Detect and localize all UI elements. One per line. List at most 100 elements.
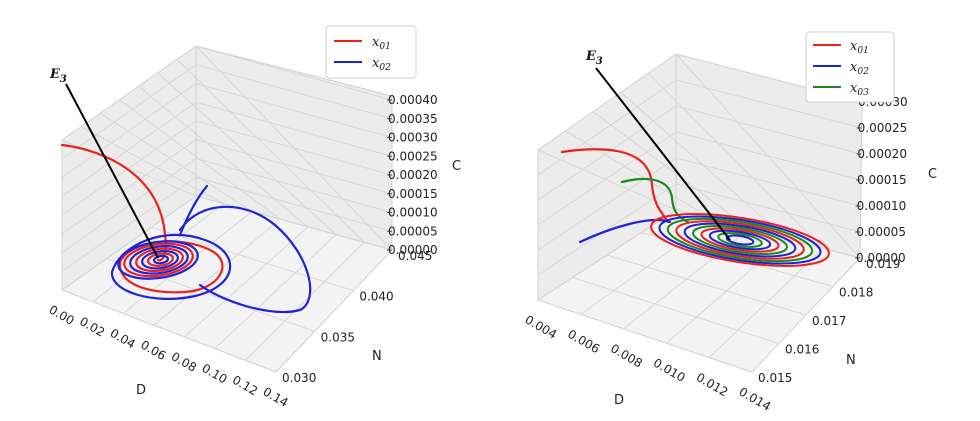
left-x-tick-1: 0.02: [77, 314, 107, 339]
left-z-tick-5: 0.00025: [388, 149, 438, 163]
right-grid-xv-1: [565, 130, 714, 221]
right-orbit-ring-2: [666, 217, 814, 263]
right-grid-y-1: [572, 277, 780, 344]
left-spiral-ring-3: [135, 247, 184, 273]
right-x01-curve: [560, 148, 670, 224]
left-y-tick-1: 0.035: [321, 330, 355, 344]
right-z-tick-3: 0.00015: [857, 173, 907, 187]
right-z-tick-4: 0.00020: [857, 147, 907, 161]
right-legend-x02: x02: [850, 60, 869, 77]
right-grid-z-5: [537, 79, 862, 176]
right-legend-x03: x03: [850, 81, 869, 98]
left-z-tick-0: 0.00000: [388, 243, 438, 257]
left-grid-z-1: [61, 176, 393, 272]
right-orbit-ring-8: [717, 232, 763, 248]
right-x-tick-0: 0.004: [523, 312, 560, 341]
left-grid-y-3: [195, 195, 393, 251]
right-x03-curve: [620, 177, 690, 224]
left-y-label: N: [372, 349, 382, 364]
left-x02-orbit-b: [178, 205, 312, 314]
left-spiral-ring-1: [123, 242, 194, 278]
left-z-tick-4: 0.00020: [388, 168, 438, 182]
left-grid-z-3: [61, 139, 393, 235]
left-grid-x-6: [245, 241, 365, 361]
left-y-tick-3: 0.045: [398, 249, 432, 263]
left-grid-xv-5: [157, 72, 337, 235]
right-y-tick-1: 0.016: [785, 343, 819, 357]
left-z-tick-8: 0.00040: [388, 93, 438, 107]
right-x-tick-3: 0.010: [651, 356, 688, 385]
right-y-label: N: [846, 353, 856, 368]
left-grid-xv-1: [80, 126, 225, 205]
left-z-tick-2: 0.00010: [388, 206, 438, 220]
left-grid-x-5: [214, 234, 337, 349]
left-grid-z-6: [61, 82, 393, 178]
right-legend-x01: x01: [850, 39, 869, 56]
right-grid-xv-4: [648, 72, 824, 249]
right-y-tick-2: 0.017: [812, 314, 846, 328]
left-z-tick-7: 0.00035: [388, 112, 438, 126]
left-x-label: D: [136, 383, 146, 398]
right-x-tick-5: 0.014: [737, 384, 774, 413]
left-legend-x02: x02: [372, 56, 391, 73]
right-orbit-ring-7: [708, 229, 772, 251]
right-y-tick-3: 0.018: [839, 286, 873, 300]
left-y-tick-0: 0.030: [282, 371, 316, 385]
chart-left: E3 0.00000 0.00005 0.00010 0.00015 0.00020 0.…: [47, 25, 461, 410]
left-grid-z-4: [61, 120, 393, 216]
right-y-tick-4: 0.019: [866, 257, 900, 271]
left-x-tick-4: 0.08: [169, 349, 199, 374]
right-annotation-label: E3: [585, 49, 603, 67]
left-grid-x-0: [61, 195, 197, 291]
left-annotation-pointer: [65, 83, 159, 259]
right-grid-xv-5: [675, 53, 861, 259]
left-grid-x-4: [183, 226, 309, 338]
right-grid-y-2: [606, 254, 807, 316]
left-grid-x-7: [275, 249, 393, 373]
left-z-tick-1: 0.00005: [388, 224, 438, 238]
right-orbit-ring-3: [675, 220, 805, 260]
left-x01-curve: [60, 143, 167, 262]
left-x-tick-3: 0.06: [138, 338, 168, 363]
right-grid-z-3: [537, 131, 862, 226]
right-z-label: C: [928, 167, 937, 182]
right-x-tick-4: 0.012: [694, 370, 731, 399]
right-x-tick-1: 0.006: [565, 327, 602, 356]
left-grid-xv-3: [119, 99, 281, 220]
left-grid-xv-2: [100, 112, 253, 212]
left-z-label: C: [452, 159, 461, 174]
right-z-tick-2: 0.00010: [857, 199, 907, 213]
left-grid-xv-4: [138, 85, 309, 228]
right-orbit-ring-1: [658, 215, 822, 265]
left-z-tick-3: 0.00015: [388, 187, 438, 201]
left-legend-x01: x01: [372, 35, 391, 52]
right-x02-curve: [578, 218, 672, 244]
left-y-tick-2: 0.040: [359, 290, 393, 304]
left-grid-y-0: [61, 289, 277, 373]
right-orbit-ring-0: [650, 213, 830, 267]
left-grid-xv-7: [195, 45, 393, 251]
left-grid-z-2: [61, 157, 393, 253]
right-y-tick-0: 0.015: [758, 371, 792, 385]
left-spiral-ring-5: [146, 252, 174, 267]
left-x-tick-6: 0.12: [230, 373, 260, 398]
right-z-tick-5: 0.00025: [858, 121, 908, 135]
left-x-tick-2: 0.04: [108, 326, 138, 351]
left-x-tick-7: 0.14: [261, 384, 291, 409]
right-grid-xv-0: [537, 149, 677, 211]
right-annotation-pointer: [595, 67, 731, 241]
left-legend: x01 x02: [325, 25, 417, 79]
left-grid-z-7: [61, 64, 393, 160]
right-orbit-ring-6: [700, 227, 780, 253]
left-x02-spike: [178, 184, 209, 237]
right-legend: x01 x02 x03: [805, 31, 895, 103]
right-x-tick-2: 0.008: [608, 341, 645, 370]
left-x-tick-0: 0.00: [47, 302, 77, 327]
left-x-tick-5: 0.10: [199, 361, 229, 386]
right-grid-xv-2: [592, 111, 750, 230]
right-orbit-ring-9: [725, 234, 755, 246]
right-grid-z-1: [537, 183, 861, 276]
left-x02-orbit-a: [110, 233, 232, 300]
left-grid-y-2: [151, 226, 354, 292]
